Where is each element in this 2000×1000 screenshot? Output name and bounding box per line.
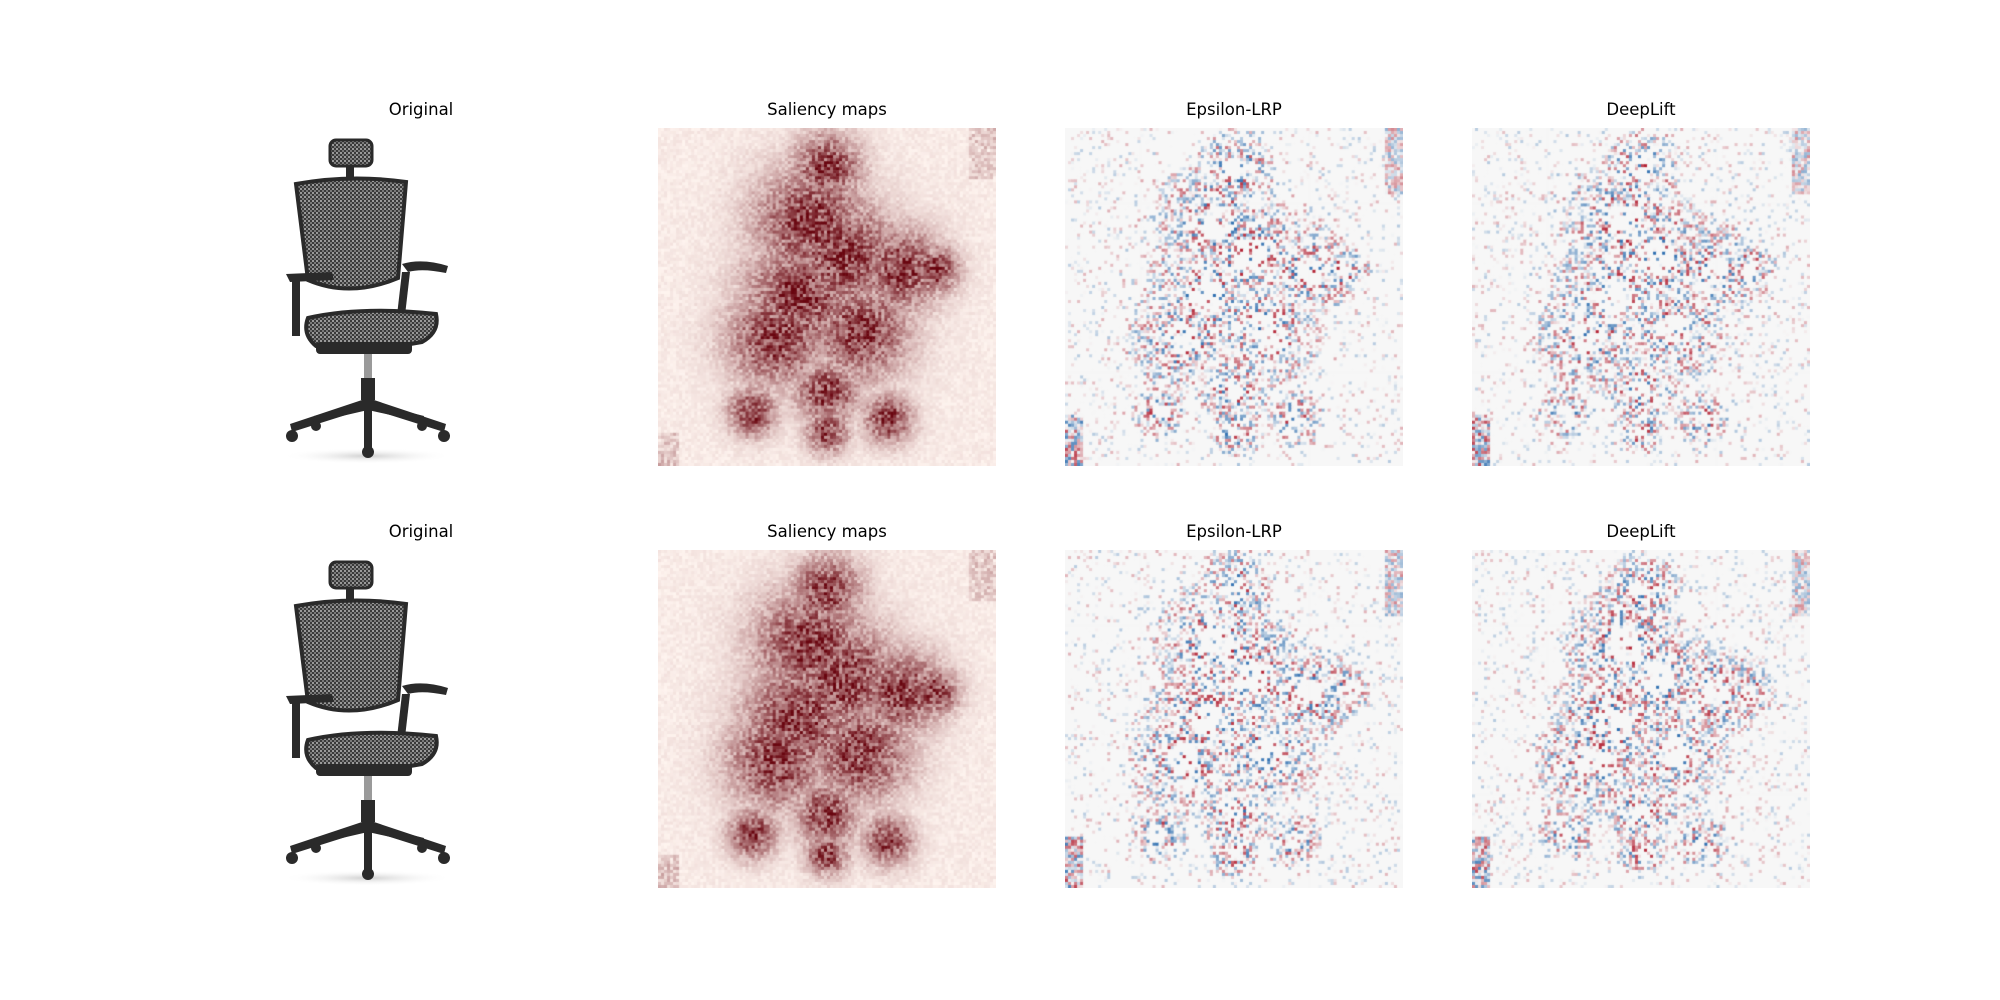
office-chair-image (282, 560, 452, 886)
deeplift-heatmap (1472, 550, 1810, 888)
saliency-heatmap (658, 550, 996, 888)
panel-title: DeepLift (1606, 522, 1676, 541)
panel-title: Original (388, 100, 454, 119)
saliency-heatmap (658, 128, 996, 466)
panel-title: DeepLift (1606, 100, 1676, 119)
panel-title: Saliency maps (767, 100, 887, 119)
deeplift-heatmap (1472, 128, 1810, 466)
epsilon-lrp-heatmap (1065, 128, 1403, 466)
panel-title: Epsilon-LRP (1186, 100, 1282, 119)
office-chair-image (282, 138, 452, 464)
panel-title: Original (388, 522, 454, 541)
panel-title: Saliency maps (767, 522, 887, 541)
epsilon-lrp-heatmap (1065, 550, 1403, 888)
panel-title: Epsilon-LRP (1186, 522, 1282, 541)
